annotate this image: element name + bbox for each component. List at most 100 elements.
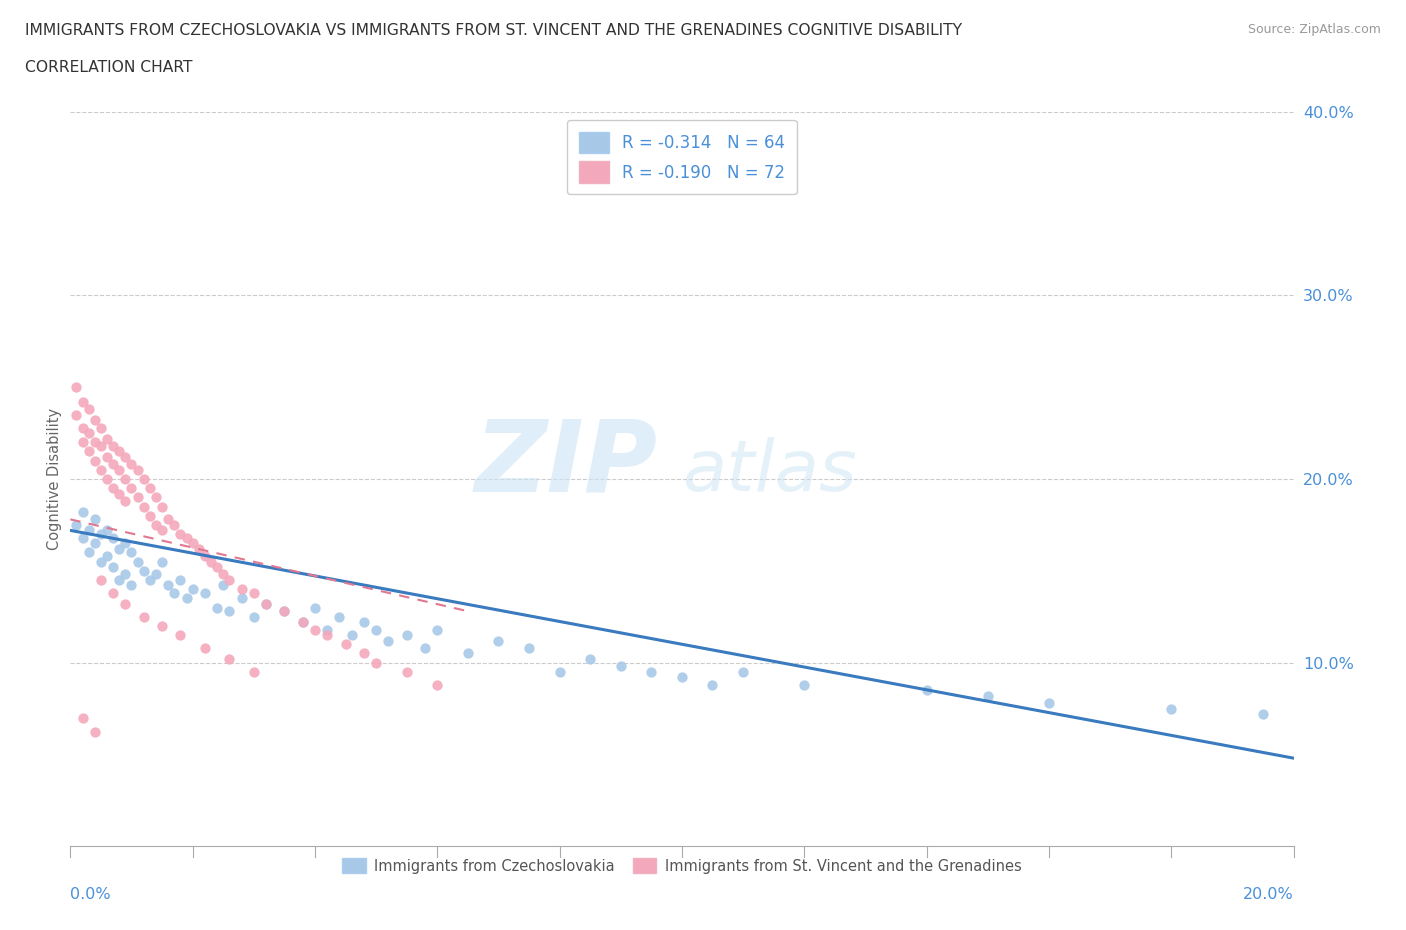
Point bbox=[65, 407, 87, 422]
Point bbox=[65, 379, 87, 394]
Point bbox=[200, 554, 222, 569]
Point bbox=[733, 664, 755, 679]
Point bbox=[457, 646, 479, 661]
Point bbox=[1251, 707, 1274, 722]
Point bbox=[139, 573, 162, 588]
Point bbox=[218, 604, 240, 618]
Point bbox=[101, 530, 124, 545]
Point bbox=[114, 449, 136, 464]
Point bbox=[96, 472, 118, 486]
Point bbox=[101, 438, 124, 453]
Point bbox=[150, 554, 173, 569]
Point bbox=[108, 444, 131, 458]
Point bbox=[139, 508, 162, 523]
Point bbox=[101, 560, 124, 575]
Point bbox=[114, 567, 136, 582]
Point bbox=[72, 530, 94, 545]
Point bbox=[145, 567, 167, 582]
Point bbox=[377, 633, 399, 648]
Point bbox=[90, 420, 112, 435]
Point bbox=[83, 536, 105, 551]
Text: IMMIGRANTS FROM CZECHOSLOVAKIA VS IMMIGRANTS FROM ST. VINCENT AND THE GRENADINES: IMMIGRANTS FROM CZECHOSLOVAKIA VS IMMIGR… bbox=[25, 23, 962, 38]
Point bbox=[83, 413, 105, 428]
Point bbox=[114, 472, 136, 486]
Point bbox=[426, 677, 449, 692]
Text: 0.0%: 0.0% bbox=[70, 886, 111, 902]
Point bbox=[304, 600, 326, 615]
Point bbox=[976, 688, 998, 703]
Point bbox=[181, 536, 204, 551]
Point bbox=[671, 670, 693, 684]
Point bbox=[96, 549, 118, 564]
Point bbox=[83, 512, 105, 526]
Point bbox=[145, 490, 167, 505]
Point bbox=[108, 541, 131, 556]
Point bbox=[610, 658, 633, 673]
Text: 20.0%: 20.0% bbox=[1243, 886, 1294, 902]
Point bbox=[77, 402, 100, 417]
Point bbox=[65, 517, 87, 532]
Point bbox=[273, 604, 295, 618]
Point bbox=[366, 622, 388, 637]
Point bbox=[181, 582, 204, 597]
Point bbox=[72, 711, 94, 725]
Point bbox=[101, 585, 124, 600]
Point bbox=[145, 517, 167, 532]
Point bbox=[243, 585, 266, 600]
Y-axis label: Cognitive Disability: Cognitive Disability bbox=[46, 408, 62, 550]
Point bbox=[127, 490, 149, 505]
Point bbox=[101, 457, 124, 472]
Point bbox=[101, 481, 124, 496]
Point bbox=[194, 585, 217, 600]
Point bbox=[127, 462, 149, 477]
Point bbox=[90, 462, 112, 477]
Point bbox=[328, 609, 350, 624]
Point bbox=[163, 585, 186, 600]
Point bbox=[254, 596, 277, 611]
Point bbox=[108, 462, 131, 477]
Point bbox=[426, 622, 449, 637]
Point bbox=[254, 596, 277, 611]
Point bbox=[640, 664, 662, 679]
Point bbox=[72, 435, 94, 450]
Point bbox=[108, 486, 131, 501]
Point bbox=[205, 560, 228, 575]
Point bbox=[176, 591, 198, 605]
Point bbox=[579, 652, 602, 667]
Point bbox=[132, 472, 155, 486]
Point bbox=[121, 481, 143, 496]
Point bbox=[90, 554, 112, 569]
Point bbox=[72, 420, 94, 435]
Point bbox=[366, 655, 388, 670]
Point bbox=[96, 449, 118, 464]
Point bbox=[212, 567, 235, 582]
Point bbox=[316, 622, 339, 637]
Point bbox=[83, 453, 105, 468]
Point bbox=[291, 615, 314, 630]
Point bbox=[1160, 701, 1182, 716]
Point bbox=[413, 641, 436, 656]
Point bbox=[353, 615, 375, 630]
Point bbox=[132, 499, 155, 514]
Point bbox=[335, 637, 357, 652]
Point bbox=[488, 633, 510, 648]
Point bbox=[90, 526, 112, 541]
Point bbox=[169, 573, 191, 588]
Point bbox=[231, 591, 253, 605]
Point bbox=[90, 438, 112, 453]
Point bbox=[83, 435, 105, 450]
Point bbox=[231, 582, 253, 597]
Point bbox=[218, 573, 240, 588]
Point bbox=[395, 628, 418, 643]
Point bbox=[83, 725, 105, 740]
Point bbox=[163, 517, 186, 532]
Point bbox=[169, 526, 191, 541]
Point bbox=[176, 530, 198, 545]
Point bbox=[205, 600, 228, 615]
Point bbox=[517, 641, 540, 656]
Point bbox=[77, 444, 100, 458]
Point bbox=[108, 573, 131, 588]
Point bbox=[187, 541, 209, 556]
Point bbox=[340, 628, 363, 643]
Point bbox=[150, 523, 173, 538]
